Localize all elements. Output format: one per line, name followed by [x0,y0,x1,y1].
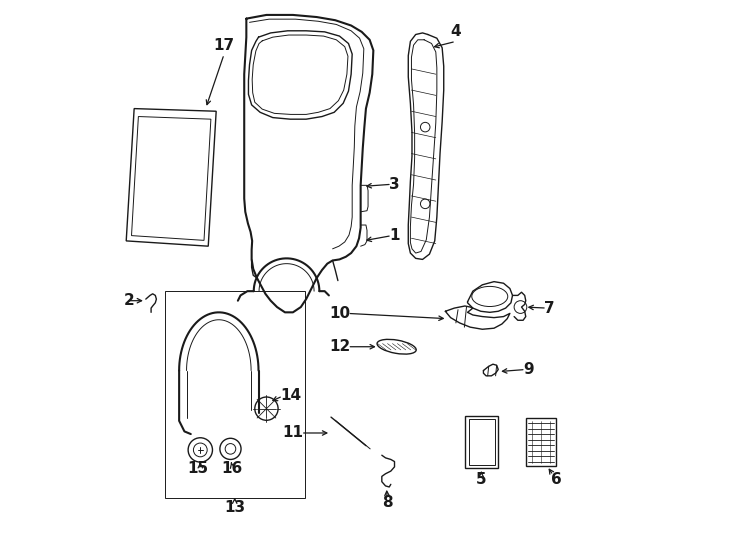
Bar [165,291,305,497]
Text: 15: 15 [187,462,208,476]
Text: 4: 4 [451,24,461,39]
Text: 9: 9 [523,362,534,377]
Text: 3: 3 [389,177,400,192]
Text: 14: 14 [280,388,302,403]
Text: 2: 2 [123,293,134,308]
Text: 1: 1 [389,228,400,243]
Text: 11: 11 [283,426,303,441]
Text: 8: 8 [382,495,393,510]
Text: 17: 17 [214,38,235,52]
Text: 12: 12 [329,339,350,354]
Text: 5: 5 [476,471,487,487]
Text: 10: 10 [329,306,350,321]
Text: 6: 6 [551,471,562,487]
Text: 13: 13 [224,500,245,515]
Text: 7: 7 [545,301,555,315]
Text: 16: 16 [222,462,243,476]
